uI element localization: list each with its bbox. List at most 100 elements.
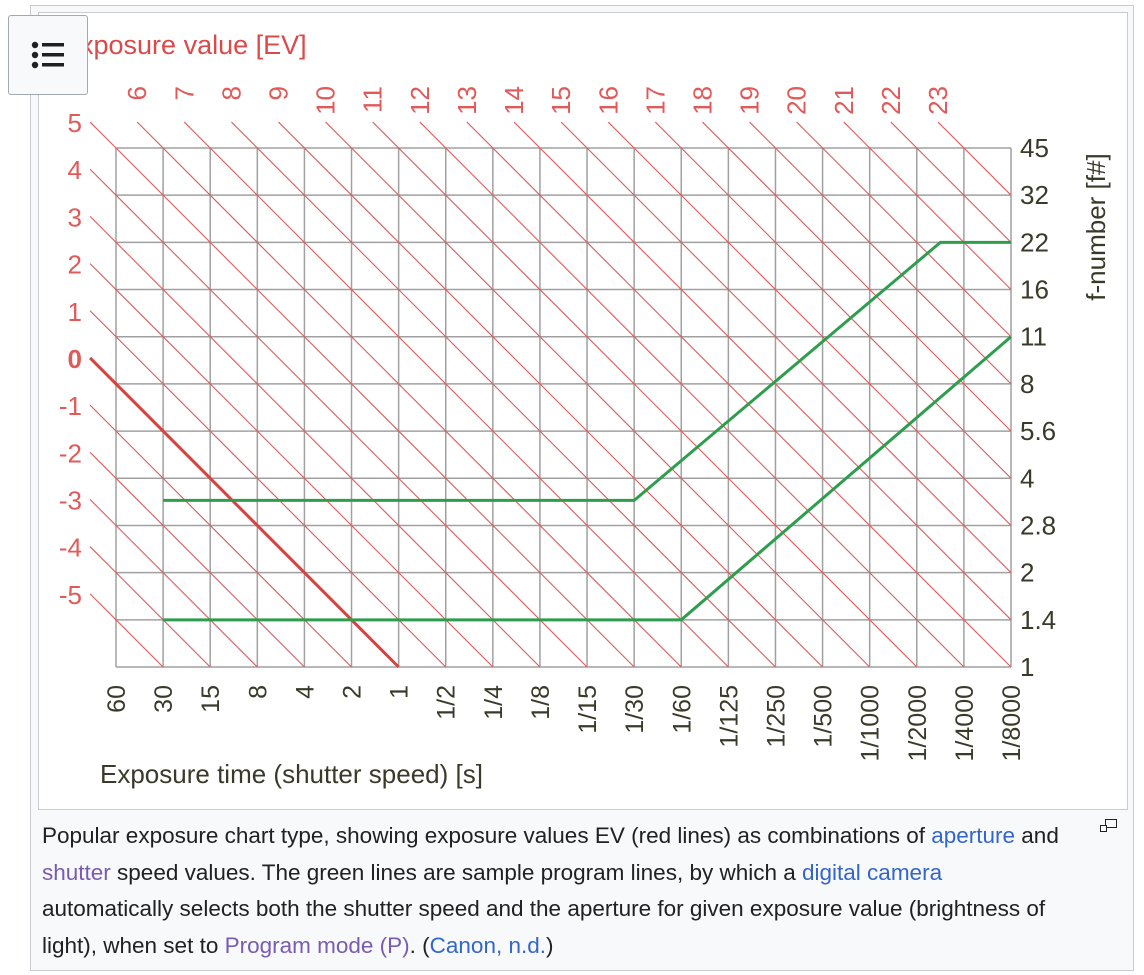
- ev-line: [843, 121, 1012, 290]
- ev-line: [89, 404, 352, 668]
- ev-line: [560, 121, 1012, 574]
- ev-top-label: 14: [499, 86, 529, 115]
- ev-top-label: 11: [358, 86, 388, 113]
- x-tick-label: 1/8000: [998, 685, 1026, 761]
- ev-top-label: 18: [687, 86, 717, 115]
- ev-line: [702, 121, 1012, 432]
- x-tick-label: 30: [150, 685, 178, 713]
- figure-caption: Popular exposure chart type, showing exp…: [42, 818, 1072, 964]
- ev-line: [890, 121, 1012, 243]
- ev-line: [749, 121, 1012, 385]
- ev-line: [89, 263, 494, 668]
- ev-top-label: 13: [452, 86, 482, 115]
- ev-top-label: 23: [923, 86, 953, 115]
- ev-left-label: -5: [59, 580, 82, 610]
- ev-top-label: 21: [829, 86, 859, 115]
- ev-line: [466, 121, 1012, 668]
- toc-button[interactable]: [8, 15, 88, 95]
- x-tick-label: 1/30: [621, 685, 649, 734]
- ev-line: [89, 499, 258, 668]
- link-aperture[interactable]: aperture: [931, 823, 1016, 848]
- ev-line: [89, 546, 211, 668]
- ev-line: [89, 121, 635, 668]
- link-canon-citation[interactable]: Canon, n.d.: [429, 932, 546, 958]
- y-tick-label: 1: [1020, 652, 1034, 682]
- x-tick-label: 1/2: [433, 685, 461, 720]
- y-tick-label: 1.4: [1020, 605, 1056, 635]
- ev-left-label: 0: [68, 344, 82, 374]
- link-program-mode[interactable]: Program mode (P): [224, 932, 410, 958]
- caption-text: Popular exposure chart type, showing exp…: [42, 823, 932, 848]
- x-tick-label: 1/8: [527, 685, 555, 720]
- x-tick-label: 1/500: [810, 685, 838, 748]
- ev-top-label: 7: [169, 86, 199, 100]
- ev-line: [654, 121, 1012, 479]
- chart-image[interactable]: [38, 12, 1128, 810]
- ev-top-label: 10: [311, 86, 341, 115]
- ev-left-label: 3: [68, 202, 82, 232]
- y-tick-label: 5.6: [1020, 416, 1056, 446]
- x-tick-label: 1: [386, 685, 414, 699]
- x-tick-label: 2: [339, 685, 367, 699]
- ev-left-label: 1: [68, 297, 82, 327]
- ev-top-label: 16: [593, 86, 623, 115]
- y-tick-label: 45: [1020, 133, 1049, 163]
- caption-text: ): [546, 932, 554, 958]
- ev-line: [89, 356, 400, 669]
- ev-line: [607, 121, 1012, 526]
- ev-top-label: 20: [782, 86, 812, 115]
- ev-top-label: 6: [122, 86, 152, 100]
- link-digital-camera[interactable]: digital camera: [802, 859, 943, 885]
- ev-top-label: 12: [405, 86, 435, 115]
- y-tick-label: 2.8: [1020, 510, 1056, 540]
- ev-line: [796, 121, 1012, 338]
- y-tick-label: 22: [1020, 227, 1049, 257]
- y-axis-label: f-number [f#]: [1081, 153, 1111, 300]
- caption-text: automatically selects both the shutter s…: [42, 896, 1046, 958]
- x-tick-label: 4: [291, 685, 319, 699]
- x-tick-label: 8: [244, 685, 272, 699]
- ev-line: [419, 121, 965, 668]
- ev-line: [89, 451, 305, 668]
- x-axis-label: Exposure time (shutter speed) [s]: [100, 759, 483, 789]
- ev-line: [325, 121, 871, 668]
- x-tick-label: 1/1000: [857, 685, 885, 761]
- x-tick-label: 1/2000: [904, 685, 932, 761]
- y-tick-label: 16: [1020, 275, 1049, 305]
- x-tick-label: 60: [103, 685, 131, 713]
- program-line: [163, 335, 1012, 622]
- y-tick-label: 2: [1020, 558, 1034, 588]
- x-tick-label: 1/60: [668, 685, 696, 734]
- link-shutter[interactable]: shutter: [42, 859, 111, 885]
- enlarge-button[interactable]: [1099, 818, 1119, 834]
- ev-top-label: 9: [264, 86, 294, 100]
- ev-line: [513, 121, 1012, 621]
- ev-left-label: -4: [59, 533, 82, 563]
- ev-left-label: 5: [68, 108, 82, 138]
- x-tick-label: 15: [197, 685, 225, 713]
- ev-line: [89, 593, 164, 668]
- x-tick-label: 1/125: [715, 685, 743, 748]
- ev-line: [278, 121, 823, 668]
- list-bullets-icon: [31, 41, 64, 69]
- ev-line: [183, 121, 729, 668]
- ev-left-label: -2: [59, 438, 82, 468]
- ev-left-label: -1: [59, 391, 82, 421]
- x-tick-label: 1/4000: [951, 685, 979, 761]
- caption-text: and: [1015, 823, 1059, 848]
- ev-line: [89, 168, 588, 668]
- ev-line: [372, 121, 918, 668]
- ev-top-label: 17: [640, 86, 670, 115]
- ev-line: [136, 121, 682, 668]
- ev-line: [89, 310, 447, 668]
- x-tick-label: 1/250: [762, 685, 790, 748]
- ev-left-label: -3: [59, 486, 82, 516]
- y-tick-label: 4: [1020, 463, 1034, 493]
- y-tick-label: 8: [1020, 369, 1034, 399]
- ev-top-label: 22: [876, 86, 906, 115]
- ev-line: [937, 121, 1012, 196]
- exposure-chart: Exposure value [EV] Exposure time (shutt…: [59, 30, 1111, 789]
- x-tick-label: 1/15: [574, 685, 602, 734]
- program-line: [163, 240, 1011, 502]
- ev-top-label: 8: [216, 86, 246, 100]
